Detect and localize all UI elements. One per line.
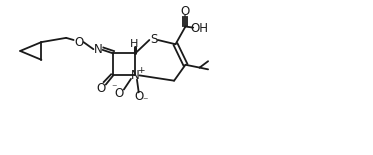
Text: +: + — [137, 66, 144, 75]
Text: OH: OH — [190, 22, 208, 35]
Text: O: O — [181, 5, 190, 18]
Text: S: S — [150, 33, 157, 46]
Text: O: O — [74, 36, 83, 49]
Text: ⁻: ⁻ — [112, 83, 117, 93]
Text: ⁻: ⁻ — [142, 97, 148, 107]
Text: H: H — [130, 39, 139, 49]
Text: O: O — [115, 87, 124, 100]
Text: N: N — [94, 43, 103, 56]
Text: O: O — [96, 82, 106, 95]
Text: O: O — [134, 90, 143, 103]
Text: N: N — [131, 69, 140, 82]
